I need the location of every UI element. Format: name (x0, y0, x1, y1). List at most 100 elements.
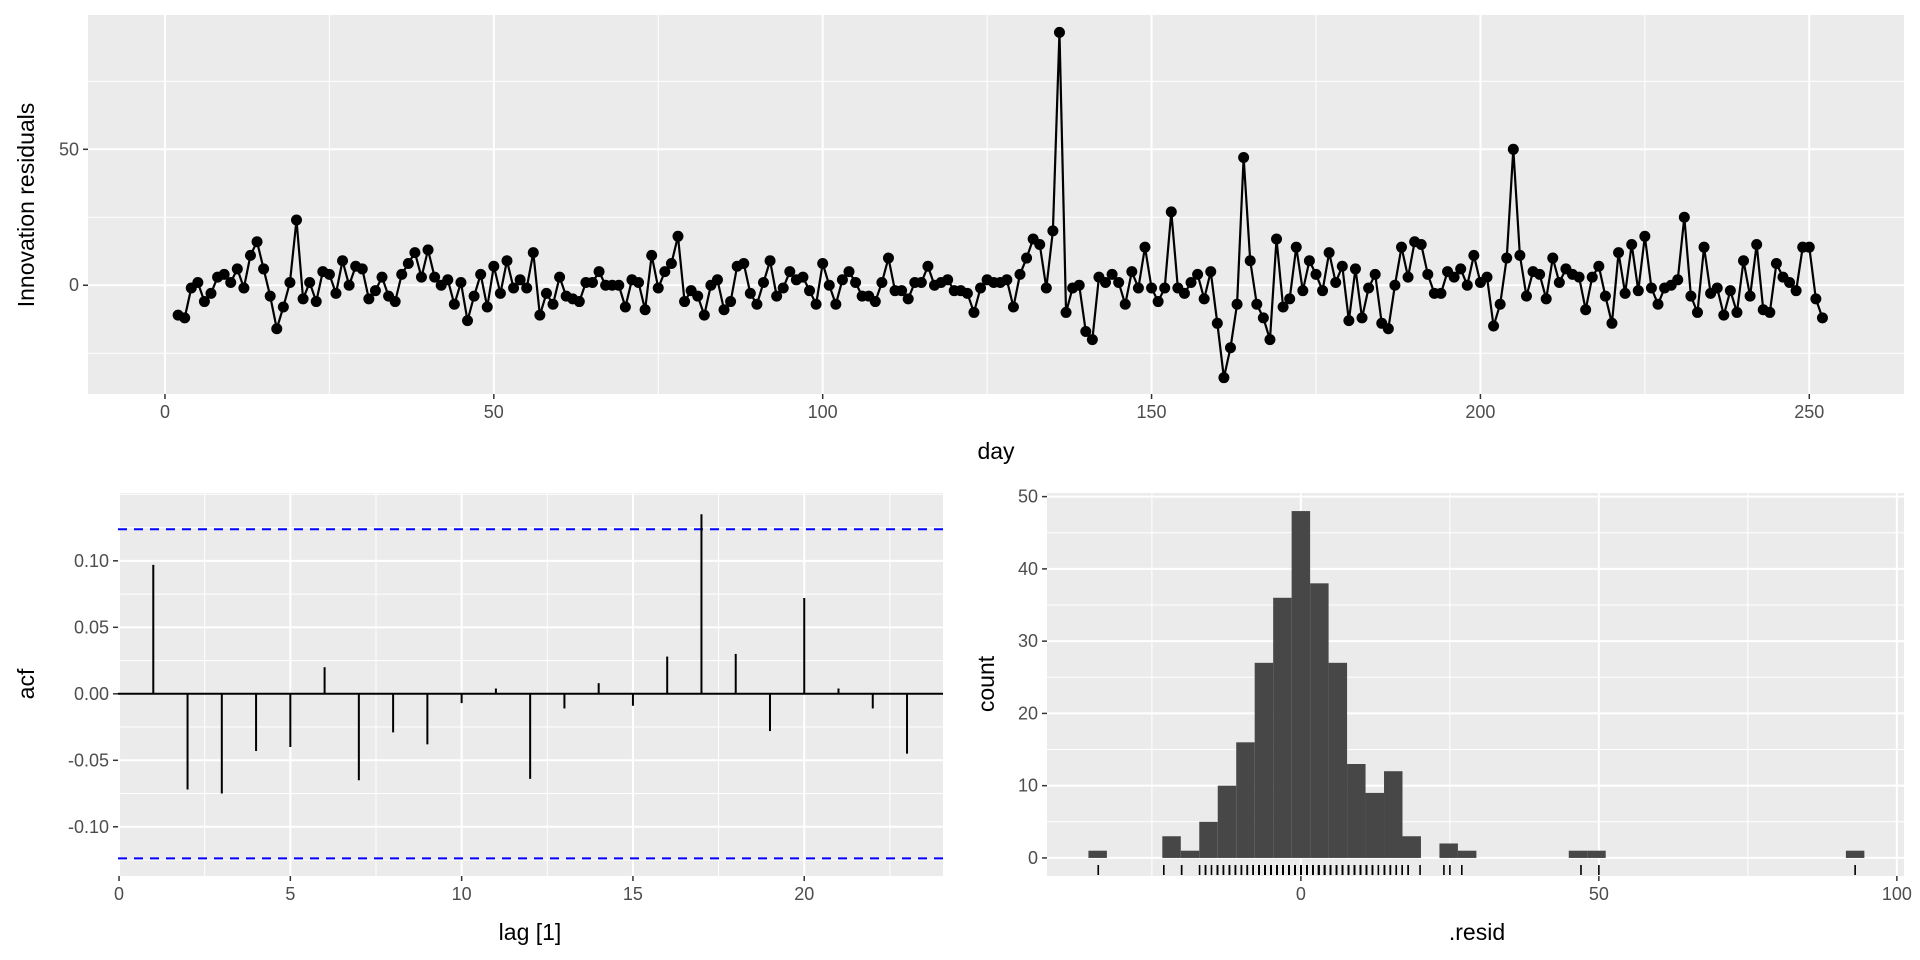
residual-point (468, 290, 480, 302)
residual-point (389, 296, 401, 308)
residual-point (1481, 271, 1493, 283)
residual-point (1113, 277, 1125, 289)
residual-point (1731, 306, 1743, 318)
residual-point (1257, 312, 1269, 324)
residual-point (198, 296, 210, 308)
residual-point (1238, 151, 1250, 163)
acf-y-tick-label: 0.05 (74, 617, 109, 637)
residual-point (1139, 241, 1151, 253)
residual-point (1691, 306, 1703, 318)
residual-point (343, 279, 355, 291)
residual-point (1185, 277, 1197, 289)
residual-point (1501, 252, 1513, 264)
residual-point (1613, 247, 1625, 259)
residual-point (1021, 252, 1033, 264)
histogram-y-tick-label: 10 (1018, 776, 1038, 796)
residual-point (1718, 309, 1730, 321)
histogram-bar (1439, 843, 1458, 858)
histogram-x-tick-label: 0 (1296, 884, 1306, 904)
acf-y-tick-label: -0.05 (68, 750, 109, 770)
residual-point (1014, 268, 1026, 280)
residual-point (1738, 255, 1750, 267)
histogram-plot-background (1047, 493, 1904, 876)
residual-point (698, 309, 710, 321)
residual-point (1784, 277, 1796, 289)
residual-point (915, 277, 927, 289)
residual-point (356, 263, 368, 275)
residual-point (573, 296, 585, 308)
residual-point (1672, 274, 1684, 286)
residual-point (1231, 298, 1243, 310)
residual-point (1271, 233, 1283, 245)
residual-point (843, 266, 855, 278)
acf-y-axis-title: acf (13, 668, 39, 699)
residual-point (1284, 293, 1296, 305)
residual-point (402, 257, 414, 269)
residual-point (619, 301, 631, 313)
residual-point (442, 274, 454, 286)
residuals-panel: 0 50 100 150 200 250 0 50 (59, 15, 1904, 422)
residual-point (902, 293, 914, 305)
residual-point (850, 277, 862, 289)
residual-point (1448, 271, 1460, 283)
residual-point (830, 298, 842, 310)
residual-point (1192, 268, 1204, 280)
residual-point (1580, 304, 1592, 316)
histogram-bar (1402, 836, 1421, 858)
residual-point (1297, 285, 1309, 297)
residual-point (1001, 274, 1013, 286)
residual-point (1034, 238, 1046, 250)
residual-point (1100, 277, 1112, 289)
residual-point (1119, 298, 1131, 310)
residual-point (751, 298, 763, 310)
residual-point (1060, 306, 1072, 318)
residual-point (1336, 260, 1348, 272)
residual-point (1593, 260, 1605, 272)
residual-point (968, 306, 980, 318)
residual-point (725, 296, 737, 308)
histogram-bar (1273, 597, 1292, 858)
residuals-x-tick-label: 0 (160, 402, 170, 422)
residuals-y-axis-title: Innovation residuals (13, 103, 39, 308)
residual-point (291, 214, 303, 226)
residual-point (1790, 285, 1802, 297)
residual-point (251, 236, 263, 248)
residual-point (1395, 241, 1407, 253)
residual-point (1277, 301, 1289, 313)
residual-point (455, 277, 467, 289)
histogram-bar (1845, 850, 1865, 858)
histogram-bar (1291, 511, 1311, 858)
residual-point (1382, 323, 1394, 335)
residual-point (672, 230, 684, 242)
residual-point (1290, 241, 1302, 253)
acf-plot-background (118, 493, 943, 876)
residual-point (659, 266, 671, 278)
residual-point (1073, 279, 1085, 291)
residual-point (1349, 263, 1361, 275)
histogram-x-tick-label: 50 (1589, 884, 1609, 904)
residuals-y-tick-label: 50 (59, 139, 79, 159)
residual-point (1264, 334, 1276, 346)
histogram-x-axis-title: .resid (1449, 919, 1505, 945)
residuals-y-tick-label: 0 (69, 275, 79, 295)
residual-point (1251, 298, 1263, 310)
histogram-bar (1162, 836, 1181, 858)
acf-y-tick-label: 0.00 (74, 684, 109, 704)
residual-point (488, 260, 500, 272)
acf-x-tick-label: 20 (794, 884, 814, 904)
residual-point (896, 285, 908, 297)
residual-point (777, 282, 789, 294)
residual-point (1047, 225, 1059, 237)
residual-point (1488, 320, 1500, 332)
histogram-bar (1587, 850, 1606, 858)
histogram-y-tick-label: 40 (1018, 559, 1038, 579)
residual-point (1317, 285, 1329, 297)
residual-point (804, 285, 816, 297)
residual-point (330, 287, 342, 299)
residual-point (1040, 282, 1052, 294)
residual-point (1080, 325, 1092, 337)
residual-point (1810, 293, 1822, 305)
residual-point (396, 268, 408, 280)
residuals-x-tick-label: 250 (1794, 402, 1824, 422)
residual-point (547, 298, 559, 310)
